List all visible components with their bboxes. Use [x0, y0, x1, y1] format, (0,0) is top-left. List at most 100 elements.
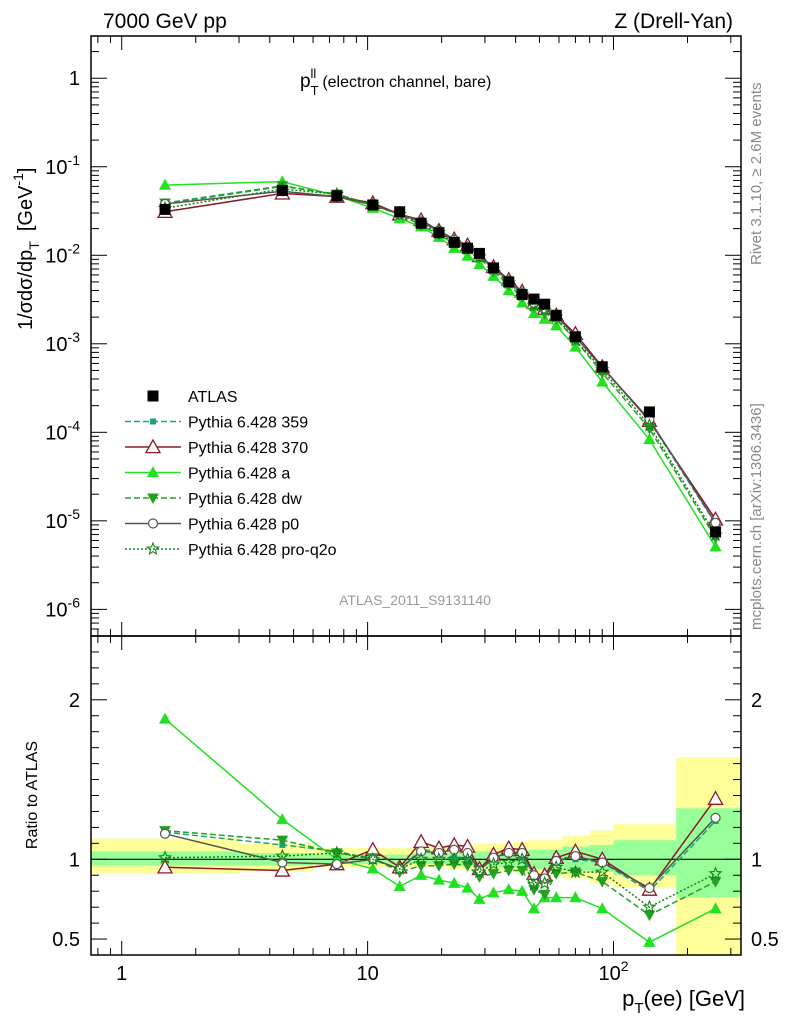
y-axis-label-b: [GeV	[15, 185, 37, 231]
ratio-point	[413, 851, 429, 866]
legend-marker	[150, 418, 156, 425]
ratio-y-tick-label-right: 1	[751, 849, 762, 871]
legend-label: Pythia 6.428 a	[188, 466, 290, 483]
ratio-point	[596, 877, 609, 888]
ratio-point	[159, 828, 171, 839]
data-point	[448, 236, 460, 248]
ratio-point	[502, 883, 515, 895]
ratio-point	[708, 866, 723, 880]
legend-label: Pythia 6.428 p0	[188, 517, 299, 534]
x-tick-label: 102	[598, 958, 628, 985]
legend-marker	[147, 390, 159, 402]
ratio-point	[709, 902, 722, 914]
data-point	[569, 331, 581, 343]
uncertainty-band-green	[430, 852, 447, 865]
data-point	[462, 242, 474, 254]
ratio-point	[501, 855, 516, 869]
data-point	[569, 340, 582, 352]
analysis-watermark: ATLAS_2011_S9131140	[339, 592, 491, 608]
ratio-point	[486, 856, 501, 871]
ratio-y-tick-label: 0.5	[52, 929, 80, 951]
legend-label: Pythia 6.428 370	[188, 440, 308, 457]
data-point	[710, 517, 721, 528]
ratio-point	[569, 891, 582, 903]
ratio-point	[570, 851, 581, 862]
data-point	[367, 199, 379, 211]
legend-marker	[147, 518, 159, 529]
header-left: 7000 GeV pp	[103, 10, 227, 33]
plot-title: pTll (electron channel, bare)	[300, 66, 491, 98]
y-tick-label: 10-3	[45, 329, 80, 356]
data-point	[710, 526, 722, 538]
ratio-series-2	[158, 712, 722, 947]
y-axis-label-c: ]	[15, 168, 37, 174]
legend-entry: ATLAS	[147, 389, 238, 406]
ratio-point	[642, 899, 657, 914]
main-axes: 10-6 10-5 10-4 10-3 10-2 10-1 1	[45, 35, 741, 637]
ratio-point	[709, 877, 722, 888]
ratio-point	[527, 902, 541, 914]
ratio-point	[415, 846, 427, 857]
ratio-point	[595, 864, 610, 879]
ratio-point	[516, 884, 529, 896]
data-point	[709, 540, 722, 552]
ratio-panel: 0.5 0.5 1 1 2 2 1 10 102 Ratio to ATLAS pT(ee) […	[24, 635, 779, 1017]
ratio-point	[276, 835, 289, 847]
ratio-point	[502, 865, 515, 877]
ratio-point	[157, 850, 173, 864]
legend-label: Pythia 6.428 359	[188, 415, 308, 432]
x-tick-label: 10	[356, 963, 378, 985]
ratio-y-tick-label: 1	[69, 849, 80, 871]
data-point	[539, 298, 551, 310]
main-panel: 10-610-510-410-310-210-11 pTll(electron …	[10, 35, 742, 637]
data-point	[433, 227, 445, 239]
ratio-point	[461, 881, 474, 893]
data-point	[473, 257, 486, 269]
data-point	[487, 262, 499, 274]
ratio-point	[526, 877, 542, 891]
ratio-point	[710, 812, 721, 823]
uncertainty-band-green	[473, 851, 485, 866]
data-point	[550, 319, 563, 331]
uncertainty-band-green	[410, 852, 431, 865]
data-point	[503, 276, 515, 288]
legend-entry: Pythia 6.428 p0	[125, 517, 299, 534]
y-axis-label-a: 1/σdσ/dp	[15, 250, 37, 330]
y-axis-label: 1/σdσ/dpT [GeV-1]	[10, 168, 42, 330]
ratio-point	[431, 851, 447, 866]
ratio-y-tick-label-right: 2	[751, 690, 762, 712]
ratio-point	[643, 910, 656, 922]
data-point	[473, 247, 485, 259]
plot-title-rest: (electron channel, bare)	[322, 74, 491, 91]
data-point	[516, 289, 528, 301]
x-axis-label-sub: T	[634, 1000, 643, 1017]
ratio-point	[448, 876, 461, 888]
legend-marker	[144, 438, 162, 454]
ratio-point	[447, 851, 462, 866]
y-tick-label: 1	[69, 68, 80, 90]
data-point	[642, 417, 657, 432]
x-tick-label: 1	[116, 963, 127, 985]
ratio-point	[538, 889, 551, 901]
ratio-point	[274, 862, 291, 877]
data-point	[158, 178, 172, 190]
header-right: Z (Drell-Yan)	[614, 10, 733, 33]
ratio-y-tick-label: 2	[69, 690, 80, 712]
legend-entry: Pythia 6.428 pro-q2o	[125, 541, 337, 559]
ratio-point	[537, 875, 552, 890]
ratio-point	[487, 869, 500, 880]
ratio-point	[472, 864, 487, 879]
ratio-point	[460, 851, 475, 866]
ratio-point	[329, 845, 345, 860]
data-point	[643, 433, 656, 445]
plot-title-main: p	[300, 71, 311, 92]
ratio-point	[487, 886, 500, 898]
data-point	[159, 203, 171, 215]
uncertainty-band-green	[676, 808, 741, 898]
plot-title-sup: ll	[311, 66, 317, 81]
data-point	[550, 309, 562, 321]
ratio-line	[164, 852, 716, 908]
data-point	[394, 206, 406, 218]
ratio-y-tick-label-right: 0.5	[751, 929, 779, 951]
ratio-point	[514, 851, 530, 866]
